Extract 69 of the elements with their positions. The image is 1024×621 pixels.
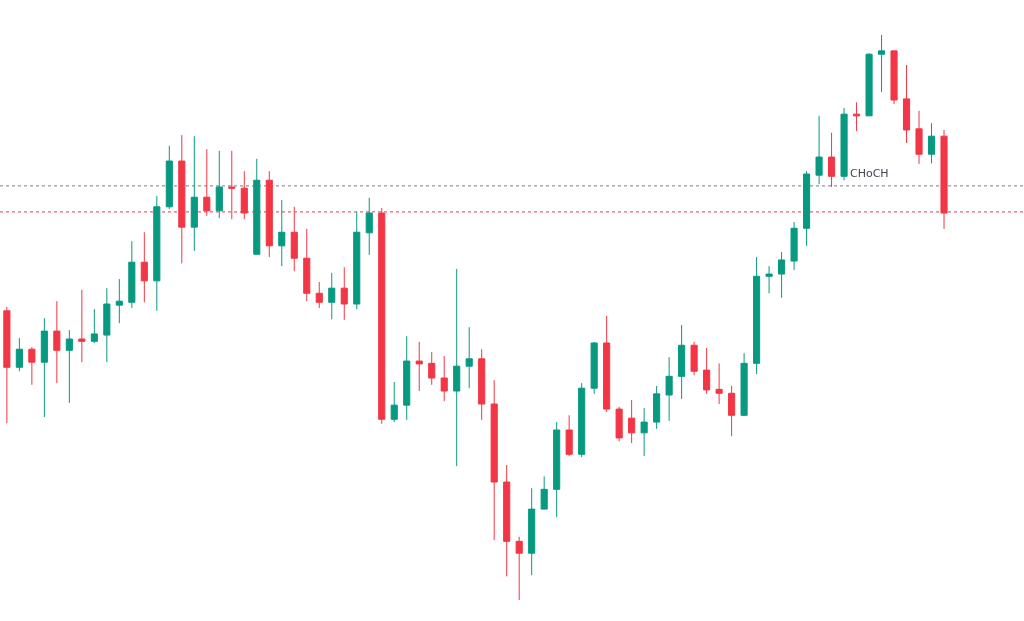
candlestick	[778, 251, 786, 299]
candlestick	[890, 50, 898, 105]
candlestick	[128, 240, 136, 309]
candlestick	[303, 228, 311, 302]
candlestick	[703, 347, 711, 395]
candlestick	[315, 281, 323, 309]
candlestick	[553, 421, 561, 518]
candlestick	[40, 317, 48, 418]
candlestick	[528, 487, 536, 576]
candlestick	[103, 287, 111, 363]
candlestick	[253, 158, 261, 255]
candlestick	[3, 306, 11, 424]
candlestick	[565, 414, 573, 457]
candlestick	[365, 197, 373, 256]
candlestick	[440, 355, 448, 402]
candlestick	[340, 266, 348, 321]
candlestick	[828, 132, 836, 188]
candlestick	[15, 337, 23, 372]
candlestick	[28, 346, 36, 386]
candlestick	[678, 324, 686, 400]
candlestick	[65, 329, 73, 404]
candlestick	[628, 399, 636, 444]
candlestick	[853, 101, 861, 132]
candlestick	[503, 464, 511, 577]
candlestick	[653, 385, 661, 430]
candlestick	[453, 268, 461, 467]
candlestick	[353, 211, 361, 310]
candlestick	[328, 272, 336, 320]
candlestick	[715, 362, 723, 405]
candlestick	[603, 315, 611, 413]
candlestick	[803, 170, 811, 247]
candlestick	[153, 195, 161, 312]
candlestick	[428, 351, 436, 386]
candlestick	[590, 341, 598, 395]
candlestick	[403, 335, 411, 421]
candlestick	[465, 326, 473, 389]
candlestick	[190, 135, 198, 252]
candlestick	[490, 379, 498, 541]
candlestick	[915, 110, 923, 165]
candlestick	[902, 64, 911, 144]
candlestick	[165, 145, 173, 210]
candlestick	[515, 536, 523, 601]
candlestick	[390, 381, 398, 423]
candlestick	[78, 289, 86, 363]
candlestick	[215, 150, 223, 219]
candlestick	[90, 308, 98, 344]
candlestick	[478, 348, 486, 421]
candlestick	[578, 382, 586, 458]
ref-line-label: CHoCH	[850, 167, 889, 180]
candlestick	[640, 407, 648, 457]
candlestick	[815, 115, 823, 185]
candlestick	[840, 107, 848, 181]
candlestick	[115, 278, 123, 324]
candlestick	[615, 406, 623, 442]
candlestick	[140, 231, 148, 303]
candlestick	[927, 122, 936, 164]
candlestick	[278, 199, 286, 267]
candlestick	[540, 475, 548, 510]
candlestick	[765, 265, 773, 294]
candlestick	[728, 385, 736, 437]
candlestick	[865, 52, 873, 117]
candlestick	[740, 352, 748, 417]
candlestick	[415, 341, 423, 392]
candlestick	[53, 300, 61, 384]
candlestick	[790, 221, 798, 271]
candlestick	[690, 341, 698, 376]
candlestick	[665, 356, 673, 422]
candlestick	[877, 34, 886, 93]
candlestick	[753, 256, 761, 375]
